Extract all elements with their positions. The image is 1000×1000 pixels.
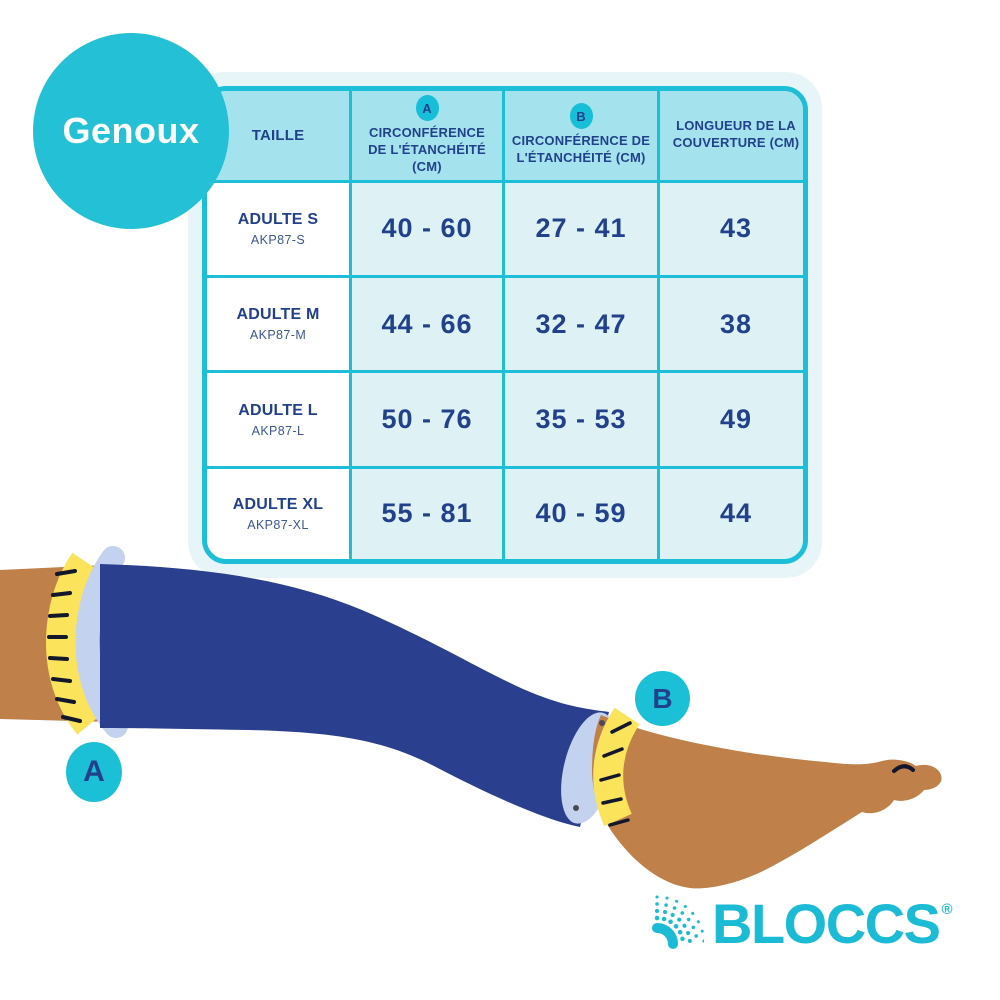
taille-header-label: TAILLE [251, 126, 305, 144]
sku-label: AKP87-S [250, 232, 306, 247]
table-row: ADULTE L AKP87-L 50 - 76 35 - 53 49 [207, 371, 803, 469]
column-header-circumference-b: B CIRCONFÉRENCE DE L'ÉTANCHÉITÉ (CM) [503, 91, 660, 183]
size-letter: S [307, 210, 319, 228]
marker-a-icon: A [415, 95, 439, 121]
length-cell: 44 [658, 467, 803, 559]
size-label: ADULTE [236, 306, 302, 324]
size-cell: ADULTE S AKP87-S [207, 181, 352, 279]
table-row: ADULTE S AKP87-S 40 - 60 27 - 41 43 [207, 181, 803, 279]
sku-label: AKP87-L [251, 423, 305, 438]
marker-b-label: B [652, 682, 673, 714]
circumference-b-cell: 35 - 53 [503, 371, 660, 469]
illustration-marker-a: A [66, 742, 122, 802]
length-cell: 43 [658, 181, 803, 279]
size-table: TAILLE A CIRCONFÉRENCE DE L'ÉTANCHÉITÉ (… [202, 86, 808, 564]
size-letter: XL [302, 495, 324, 513]
sku-label: AKP87-M [249, 328, 307, 343]
genoux-badge-label: Genoux [62, 110, 200, 151]
ankle-tape-ticks [599, 721, 632, 827]
bloccs-logo: BLOCCS ® [652, 891, 953, 955]
circumference-b-header-label: CIRCONFÉRENCE DE L'ÉTANCHÉITÉ (CM) [511, 133, 651, 166]
cuff-shadow-dots [573, 720, 605, 811]
column-header-circumference-a: A CIRCONFÉRENCE DE L'ÉTANCHÉITÉ (CM) [350, 91, 505, 183]
toenail-line [892, 764, 915, 773]
size-letter: M [306, 306, 320, 324]
thigh-tape-ticks [47, 569, 82, 723]
size-cell: ADULTE M AKP87-M [207, 276, 352, 374]
leg-cover [100, 564, 609, 827]
size-label: ADULTE [237, 210, 303, 228]
table-row: ADULTE XL AKP87-XL 55 - 81 40 - 59 44 [207, 467, 803, 559]
length-header-label: LONGUEUR DE LA COUVERTURE (CM) [672, 118, 800, 151]
size-label: ADULTE [238, 401, 304, 419]
length-cell: 38 [658, 276, 803, 374]
leg-illustration [0, 546, 942, 889]
bloccs-swoosh-icon [652, 895, 704, 949]
circumference-a-header-label: CIRCONFÉRENCE DE L'ÉTANCHÉITÉ (CM) [368, 125, 486, 174]
column-header-taille: TAILLE [207, 91, 352, 183]
size-panel: TAILLE A CIRCONFÉRENCE DE L'ÉTANCHÉITÉ (… [188, 72, 822, 578]
size-cell: ADULTE L AKP87-L [207, 371, 352, 469]
length-cell: 49 [658, 371, 803, 469]
table-row: ADULTE M AKP87-M 44 - 66 32 - 47 38 [207, 276, 803, 374]
thigh-tape [46, 552, 104, 735]
circumference-b-cell: 32 - 47 [503, 276, 660, 374]
marker-b-icon: B [569, 103, 593, 130]
registered-trademark-icon: ® [941, 901, 953, 918]
circumference-a-cell: 50 - 76 [350, 371, 505, 469]
bloccs-logo-text: BLOCCS [712, 891, 941, 955]
circumference-b-cell: 40 - 59 [503, 467, 660, 559]
marker-a-label: A [83, 755, 105, 788]
column-header-length: LONGUEUR DE LA COUVERTURE (CM) [658, 91, 803, 183]
illustration-marker-b: B [635, 671, 690, 726]
size-label: ADULTE [232, 495, 298, 513]
foot-skin [592, 715, 942, 889]
size-letter: L [307, 401, 318, 419]
circumference-a-cell: 55 - 81 [350, 467, 505, 559]
circumference-a-cell: 44 - 66 [350, 276, 505, 374]
sku-label: AKP87-XL [247, 517, 309, 532]
circumference-b-cell: 27 - 41 [503, 181, 660, 279]
circumference-a-cell: 40 - 60 [350, 181, 505, 279]
table-header-row: TAILLE A CIRCONFÉRENCE DE L'ÉTANCHÉITÉ (… [207, 91, 803, 183]
size-cell: ADULTE XL AKP87-XL [207, 467, 352, 559]
genoux-badge: Genoux [33, 33, 229, 229]
